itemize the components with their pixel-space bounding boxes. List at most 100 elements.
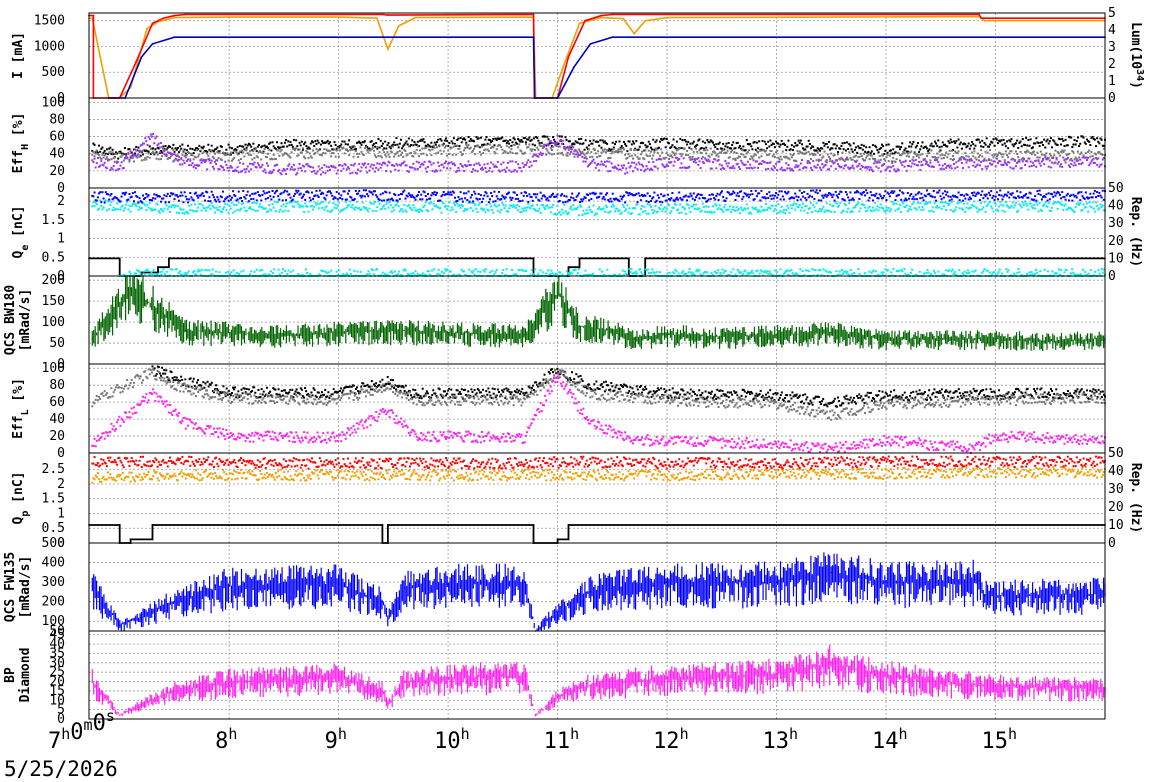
data-point	[1056, 190, 1059, 193]
data-point	[755, 195, 758, 198]
data-point	[553, 138, 556, 141]
data-point	[900, 161, 903, 164]
data-point	[146, 150, 149, 153]
data-point	[929, 161, 932, 164]
data-point	[170, 152, 173, 155]
data-point	[749, 142, 752, 145]
data-point	[744, 208, 747, 211]
data-point	[835, 159, 838, 162]
data-point	[706, 200, 709, 203]
data-point	[172, 160, 175, 163]
data-point	[345, 272, 348, 275]
data-point	[850, 210, 853, 213]
data-point	[918, 206, 921, 209]
data-point	[269, 158, 272, 161]
data-point	[1008, 139, 1011, 142]
data-point	[235, 204, 238, 207]
data-point	[941, 192, 944, 195]
data-point	[381, 36, 384, 39]
data-point	[1100, 153, 1103, 156]
data-point	[168, 266, 170, 269]
data-point	[911, 203, 914, 206]
data-point	[856, 151, 859, 154]
data-point	[466, 208, 469, 211]
data-point	[230, 159, 233, 162]
data-point	[950, 167, 953, 170]
data-point	[220, 159, 223, 162]
data-point	[149, 147, 152, 150]
data-point	[481, 207, 484, 210]
data-point	[1017, 156, 1020, 159]
data-point	[327, 142, 330, 145]
data-point	[1057, 137, 1060, 140]
data-point	[403, 268, 406, 271]
data-point	[660, 193, 663, 196]
data-point	[782, 198, 785, 201]
data-point	[906, 164, 909, 167]
data-point	[170, 155, 173, 158]
data-point	[340, 143, 343, 146]
data-point	[681, 198, 684, 201]
data-point	[1016, 153, 1019, 156]
data-point	[550, 148, 553, 151]
data-point	[688, 165, 691, 168]
data-point	[972, 194, 975, 197]
data-point	[148, 138, 151, 141]
data-point	[926, 189, 929, 192]
data-point	[475, 145, 478, 148]
data-point	[907, 197, 910, 200]
data-point	[573, 143, 576, 146]
data-point	[413, 150, 416, 153]
data-point	[98, 144, 101, 147]
data-point	[891, 200, 894, 203]
data-point	[825, 161, 828, 164]
data-point	[318, 153, 321, 156]
data-point	[209, 207, 212, 210]
data-point	[985, 137, 988, 140]
data-point	[116, 160, 119, 163]
data-point	[412, 155, 415, 158]
data-point	[270, 198, 273, 201]
y-tick-label: 100	[42, 95, 65, 110]
data-point	[708, 155, 711, 158]
data-point	[452, 162, 455, 165]
data-point	[841, 142, 844, 145]
data-point	[129, 196, 132, 199]
data-point	[968, 159, 971, 162]
data-point	[404, 164, 407, 167]
data-point	[483, 149, 486, 152]
data-point	[273, 147, 276, 150]
data-point	[105, 156, 108, 159]
data-point	[1005, 194, 1008, 197]
data-point	[701, 196, 704, 199]
data-point	[634, 207, 637, 210]
data-point	[706, 210, 709, 213]
data-point	[431, 191, 434, 194]
data-point	[840, 144, 843, 147]
data-point	[965, 193, 968, 196]
data-point	[883, 158, 886, 161]
data-point	[929, 159, 932, 162]
data-point	[98, 165, 101, 168]
data-point	[260, 146, 263, 149]
data-point	[824, 160, 827, 163]
data-point	[581, 150, 584, 153]
data-point	[945, 193, 948, 196]
data-point	[172, 192, 175, 195]
data-point	[1019, 167, 1022, 170]
data-point	[435, 205, 438, 208]
data-point	[680, 162, 683, 165]
data-point	[261, 145, 264, 148]
data-point	[668, 142, 671, 145]
data-point	[221, 166, 224, 169]
data-point	[212, 157, 215, 160]
data-point	[983, 159, 986, 162]
data-point	[629, 213, 632, 216]
data-point	[812, 204, 815, 207]
data-point	[592, 191, 595, 194]
data-point	[940, 145, 943, 148]
data-point	[412, 204, 415, 207]
data-point	[459, 191, 462, 194]
data-point	[323, 148, 326, 151]
data-point	[254, 165, 257, 168]
